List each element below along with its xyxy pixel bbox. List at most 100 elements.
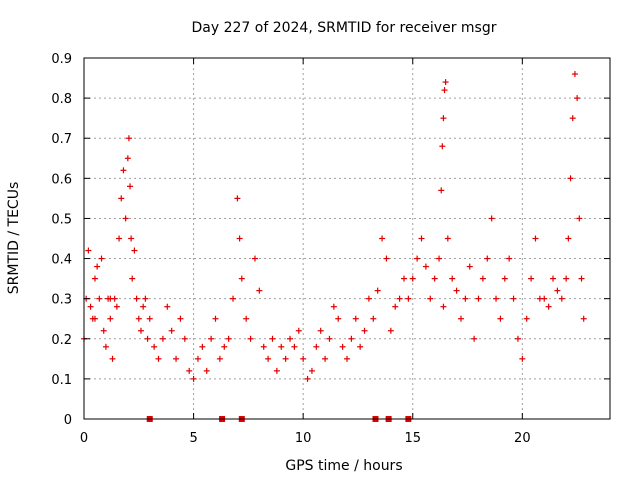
data-point xyxy=(282,355,289,362)
data-point xyxy=(335,315,342,322)
data-point xyxy=(440,115,447,122)
y-tick-label: 0.2 xyxy=(51,333,72,348)
y-tick-label: 0.3 xyxy=(51,293,72,308)
data-point xyxy=(576,215,583,222)
plot-frame xyxy=(83,57,611,420)
data-point xyxy=(317,327,324,334)
data-point xyxy=(100,327,107,334)
data-point xyxy=(387,327,394,334)
data-point xyxy=(168,327,175,334)
data-point xyxy=(462,295,469,302)
data-point xyxy=(330,303,337,310)
data-point xyxy=(208,335,215,342)
data-point xyxy=(493,295,500,302)
data-point xyxy=(392,303,399,310)
chart-title: Day 227 of 2024, SRMTID for receiver msg… xyxy=(192,20,497,36)
data-point xyxy=(273,367,280,374)
data-point xyxy=(379,235,386,242)
data-point xyxy=(278,343,285,350)
data-point xyxy=(541,295,548,302)
data-point xyxy=(580,315,587,322)
data-point xyxy=(519,355,526,362)
data-point xyxy=(528,275,535,282)
data-point xyxy=(144,335,151,342)
data-point xyxy=(326,335,333,342)
data-point xyxy=(159,335,166,342)
data-point xyxy=(230,295,237,302)
x-tick-label: 0 xyxy=(80,431,88,446)
data-point xyxy=(510,295,517,302)
data-point xyxy=(194,355,201,362)
y-tick-labels: 0 0.1 0.2 0.3 0.4 0.5 0.6 0.7 0.8 0.9 xyxy=(51,52,72,428)
y-tick-label: 0.7 xyxy=(51,132,72,147)
data-point xyxy=(265,355,272,362)
data-point xyxy=(186,367,193,374)
data-point xyxy=(348,335,355,342)
data-point xyxy=(567,175,574,182)
y-tick-label: 0 xyxy=(64,413,72,428)
data-point xyxy=(107,295,114,302)
data-point xyxy=(479,275,486,282)
data-point xyxy=(85,247,92,254)
data-point xyxy=(173,355,180,362)
data-point xyxy=(501,275,508,282)
x-tick-label: 10 xyxy=(295,431,312,446)
data-point xyxy=(212,315,219,322)
data-point xyxy=(125,135,132,142)
data-point xyxy=(177,315,184,322)
data-point xyxy=(574,95,581,102)
data-point xyxy=(116,235,123,242)
data-point xyxy=(256,287,263,294)
data-point xyxy=(414,255,421,262)
data-point xyxy=(87,303,94,310)
data-point xyxy=(181,335,188,342)
data-point xyxy=(140,303,147,310)
data-point xyxy=(578,275,585,282)
x-tick-labels: 0 5 10 15 20 xyxy=(80,431,531,446)
data-point xyxy=(532,235,539,242)
data-point xyxy=(118,195,125,202)
y-tick-label: 0.6 xyxy=(51,172,72,187)
data-point xyxy=(269,335,276,342)
data-point xyxy=(124,155,131,162)
data-point xyxy=(453,287,460,294)
data-point xyxy=(107,315,114,322)
data-point xyxy=(383,255,390,262)
data-point xyxy=(291,343,298,350)
data-point xyxy=(466,263,473,270)
data-point xyxy=(287,335,294,342)
x-tick-label: 20 xyxy=(514,431,531,446)
grid xyxy=(84,58,610,419)
data-point xyxy=(129,275,136,282)
data-point xyxy=(396,295,403,302)
data-point xyxy=(142,295,149,302)
data-point xyxy=(94,263,101,270)
data-point xyxy=(475,295,482,302)
data-point xyxy=(91,275,98,282)
data-point xyxy=(225,335,232,342)
data-point xyxy=(109,355,116,362)
data-point xyxy=(96,295,103,302)
data-point xyxy=(370,315,377,322)
data-point xyxy=(405,295,412,302)
data-point xyxy=(216,355,223,362)
data-point xyxy=(571,71,578,78)
data-point xyxy=(131,247,138,254)
data-point xyxy=(484,255,491,262)
data-point xyxy=(98,255,105,262)
x-axis-label: GPS time / hours xyxy=(285,458,402,474)
data-point xyxy=(120,167,127,174)
data-point xyxy=(442,79,449,86)
data-point xyxy=(545,303,552,310)
data-point xyxy=(304,375,311,382)
data-point xyxy=(431,275,438,282)
data-point xyxy=(190,375,197,382)
data-point xyxy=(137,327,144,334)
data-point xyxy=(91,315,98,322)
data-point xyxy=(128,235,135,242)
data-point xyxy=(365,295,372,302)
y-tick-label: 0.1 xyxy=(51,373,72,388)
data-point xyxy=(135,315,142,322)
data-point xyxy=(514,335,521,342)
data-point xyxy=(236,235,243,242)
